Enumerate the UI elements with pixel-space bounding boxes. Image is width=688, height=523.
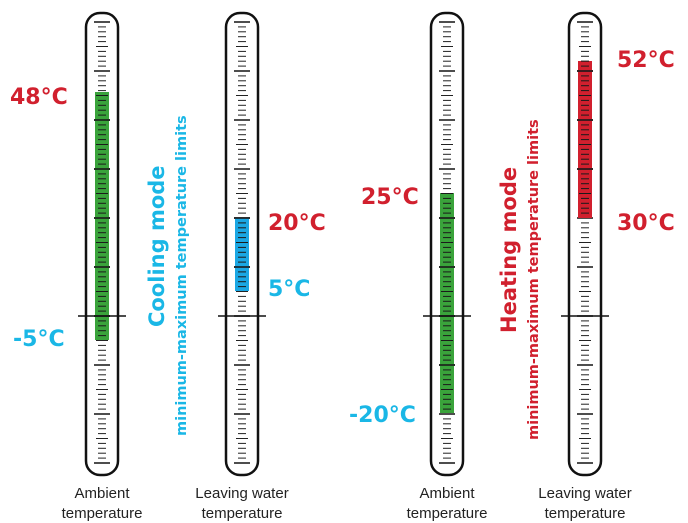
caption-line: Ambient — [419, 485, 475, 502]
range-bar-ticks — [439, 193, 455, 410]
range-bar — [235, 218, 249, 291]
heating-mode-title: Heating mode — [497, 167, 521, 333]
caption-line: Leaving water — [538, 485, 631, 502]
caption-line: temperature — [545, 505, 626, 522]
caption-line: temperature — [407, 505, 488, 522]
thermometer-tube — [567, 11, 603, 477]
limit-label-max: 52°C — [617, 48, 675, 73]
thermometer-cooling-leaving-water — [218, 11, 266, 477]
thermometer-heating-leaving-water — [561, 11, 609, 477]
range-bar-ticks — [577, 60, 593, 214]
limit-label-max: 20°C — [268, 211, 326, 236]
range-bar-ticks — [94, 95, 110, 337]
cooling-mode-subtitle: minimum-maximum temperature limits — [174, 115, 190, 436]
caption-line: Leaving water — [195, 485, 288, 502]
range-bar — [440, 193, 454, 413]
range-bar — [95, 92, 109, 340]
limit-label-min: -5°C — [13, 327, 65, 352]
caption-line: temperature — [202, 505, 283, 522]
heating-mode-subtitle: minimum-maximum temperature limits — [526, 119, 542, 440]
limit-label-min: 30°C — [617, 211, 675, 236]
limit-label-min: 5°C — [268, 277, 310, 302]
range-bar-ticks — [234, 217, 250, 288]
caption-line: temperature — [62, 505, 143, 522]
limit-label-max: 25°C — [361, 185, 419, 210]
thermometer-heating-ambient — [423, 11, 471, 477]
caption-line: Ambient — [74, 485, 130, 502]
cooling-mode-title: Cooling mode — [145, 165, 169, 327]
limit-label-max: 48°C — [10, 85, 68, 110]
thermometer-cooling-ambient — [78, 11, 126, 477]
limit-label-min: -20°C — [349, 403, 416, 428]
